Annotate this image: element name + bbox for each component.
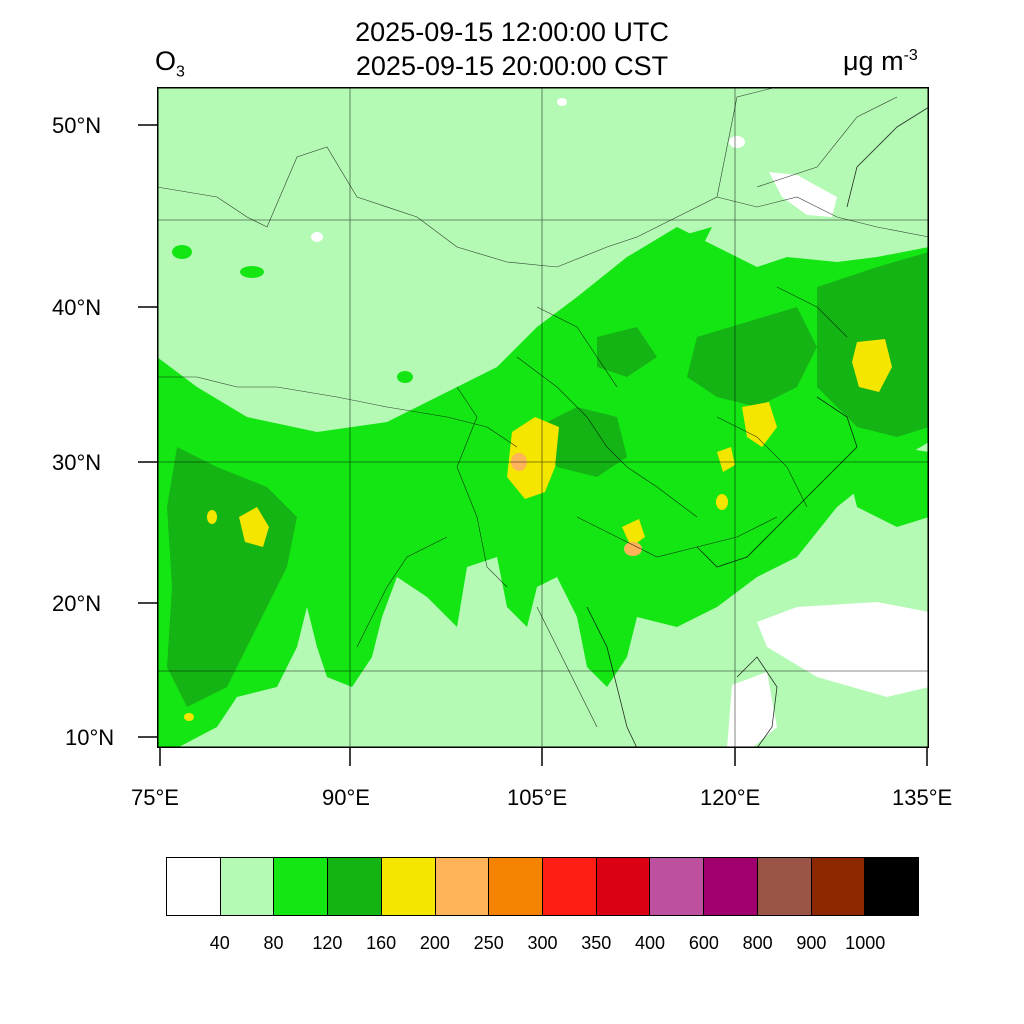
lat-label-40: 40°N (52, 295, 102, 320)
species-sub: 3 (176, 63, 185, 81)
title-utc: 2025-09-15 12:00:00 UTC (355, 17, 669, 47)
colorbar-tick-label: 300 (527, 933, 558, 953)
colorbar-tick-label: 800 (742, 933, 773, 953)
colorbar-swatch (273, 858, 328, 915)
colorbar-tick-label: 600 (688, 933, 719, 953)
lon-label-105: 105°E (507, 785, 568, 810)
colorbar-swatch (595, 858, 650, 915)
coastline (586, 106, 929, 748)
colorbar-tick-label: 40 (209, 933, 230, 953)
units-label: μg m-3 (843, 46, 918, 77)
colorbar-swatch (327, 858, 381, 915)
colorbar-swatch (488, 858, 543, 915)
colorbar-swatch (649, 858, 704, 915)
colorbar-swatch (434, 858, 489, 915)
colorbar-swatch (864, 858, 919, 915)
colorbar-swatch (380, 858, 435, 915)
colorbar-tick-label: 350 (581, 933, 612, 953)
map-frame (157, 87, 929, 748)
colorbar-tick-label: 900 (796, 933, 827, 953)
ozone-map (157, 87, 929, 748)
colorbar-tick-label: 400 (635, 933, 666, 953)
colorbar-tick-label: 80 (263, 933, 284, 953)
species-label: O3 (155, 46, 185, 81)
colorbar-swatch (703, 858, 757, 915)
colorbar-swatch (167, 858, 220, 915)
species-base: O (155, 46, 177, 76)
lat-label-30: 30°N (52, 450, 102, 475)
peak-concentration-areas (184, 339, 892, 721)
colorbar-tick-label: 1000 (845, 933, 886, 953)
lat-label-20: 20°N (52, 591, 102, 616)
units-base: μg m (843, 46, 904, 76)
lon-label-75: 75°E (131, 785, 179, 810)
colorbar-tick-label: 200 (419, 933, 450, 953)
title-cst: 2025-09-15 20:00:00 CST (355, 51, 669, 81)
colorbar-labels: 40 80 120 160 200 250 300 350 400 600 800 900 1000 (166, 933, 919, 957)
colorbar-tick-label: 250 (473, 933, 504, 953)
map-gridlines (157, 87, 929, 748)
colorbar-swatch (756, 858, 811, 915)
colorbar-swatch (219, 858, 274, 915)
colorbar-swatch (810, 858, 865, 915)
boundary-lines (157, 87, 929, 728)
lon-label-90: 90°E (322, 785, 370, 810)
colorbar (166, 857, 919, 916)
colorbar-swatch (542, 858, 596, 915)
units-sup: -3 (903, 47, 918, 64)
lon-label-135: 135°E (892, 785, 953, 810)
lon-label-120: 120°E (700, 785, 761, 810)
colorbar-tick-label: 120 (312, 933, 343, 953)
colorbar-tick-label: 160 (366, 933, 397, 953)
lat-label-10: 10°N (65, 725, 115, 750)
lat-label-50: 50°N (52, 113, 102, 138)
